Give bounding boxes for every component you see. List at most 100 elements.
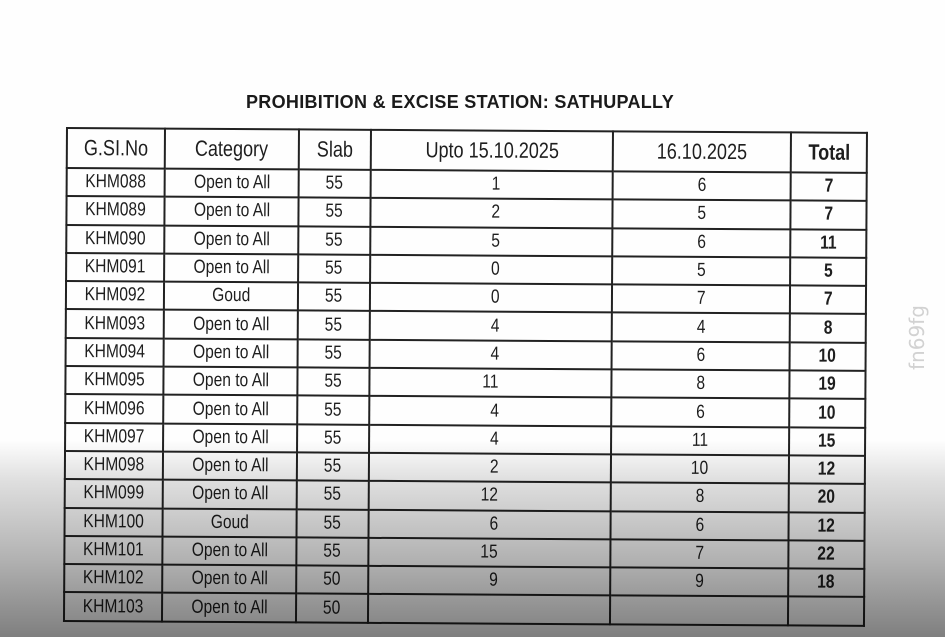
cell-text: Open to All bbox=[192, 398, 269, 420]
cell-text: Goud bbox=[210, 511, 249, 533]
cell-upto: 2 bbox=[370, 198, 613, 228]
cell-text: 55 bbox=[325, 201, 344, 223]
cell-text: Open to All bbox=[192, 256, 270, 279]
cell-total: 18 bbox=[788, 568, 865, 598]
cell-total: 12 bbox=[788, 455, 866, 485]
cell-gslno: KHM100 bbox=[64, 507, 163, 537]
cell-total: 19 bbox=[789, 370, 866, 400]
cell-text: KHM092 bbox=[84, 284, 146, 306]
cell-text: KHM097 bbox=[83, 425, 145, 448]
cell-text: 8 bbox=[696, 373, 705, 395]
cell-date: 6 bbox=[610, 510, 789, 541]
cell-text: 6 bbox=[697, 174, 707, 197]
cell-text: 10 bbox=[818, 402, 836, 424]
cell-upto: 6 bbox=[368, 509, 611, 540]
cell-date: 7 bbox=[610, 539, 789, 569]
cell-total: 15 bbox=[789, 427, 866, 456]
cell-gslno: KHM093 bbox=[65, 309, 164, 339]
cell-date: 4 bbox=[611, 312, 790, 343]
cell-slab: 55 bbox=[297, 282, 371, 312]
cell-slab: 55 bbox=[298, 226, 371, 255]
cell-text: 55 bbox=[325, 229, 344, 251]
cell-text: Open to All bbox=[191, 568, 268, 590]
cell-slab: 50 bbox=[295, 593, 369, 623]
cell-text: 5 bbox=[696, 259, 706, 281]
cell-upto: 15 bbox=[368, 537, 611, 568]
cell-text: 4 bbox=[490, 343, 500, 365]
cell-text: KHM095 bbox=[84, 369, 145, 391]
cell-date: 8 bbox=[611, 369, 790, 399]
cell-category: Open to All bbox=[162, 564, 297, 594]
cell-total: 5 bbox=[790, 257, 867, 287]
cell-text: KHM098 bbox=[83, 454, 145, 476]
cell-date: 8 bbox=[610, 482, 789, 512]
cell-text: 12 bbox=[480, 484, 498, 507]
cell-slab: 50 bbox=[296, 565, 369, 595]
cell-total: 10 bbox=[789, 342, 866, 371]
cell-text: Open to All bbox=[193, 228, 270, 250]
header-label: Upto 15.10.2025 bbox=[425, 137, 559, 164]
cell-text: 55 bbox=[325, 285, 343, 308]
cell-upto: 12 bbox=[368, 481, 611, 511]
cell-category: Goud bbox=[162, 508, 297, 538]
cell-text: 55 bbox=[324, 370, 343, 392]
header-row: G.SI.No Category Slab Upto 15.10.2025 16… bbox=[66, 128, 867, 173]
cell-gslno: KHM103 bbox=[63, 592, 163, 622]
cell-text: 7 bbox=[696, 288, 706, 310]
cell-text: 9 bbox=[694, 571, 704, 593]
cell-text: 6 bbox=[696, 344, 706, 366]
cell-date: 6 bbox=[612, 227, 791, 258]
table-body: KHM088 Open to All 55 1 6 7 KHM089 Open to All 5… bbox=[63, 168, 867, 626]
cell-date: 5 bbox=[612, 256, 791, 286]
cell-text: Open to All bbox=[191, 483, 268, 505]
cell-text: 4 bbox=[490, 428, 500, 450]
cell-text: 50 bbox=[323, 597, 341, 619]
cell-text: 5 bbox=[697, 203, 706, 225]
cell-total: 20 bbox=[788, 483, 865, 513]
cell-date: 7 bbox=[611, 284, 791, 314]
cell-text: KHM102 bbox=[82, 567, 144, 589]
cell-text: 55 bbox=[324, 342, 343, 364]
cell-date: 6 bbox=[611, 397, 790, 428]
cell-text: 5 bbox=[823, 260, 833, 282]
cell-text: 19 bbox=[818, 373, 837, 395]
cell-text: 6 bbox=[489, 513, 499, 535]
cell-text: 8 bbox=[823, 317, 833, 339]
cell-total: 10 bbox=[789, 398, 866, 428]
cell-slab: 55 bbox=[296, 480, 369, 510]
cell-text: Open to All bbox=[193, 200, 270, 222]
cell-upto: 11 bbox=[369, 367, 612, 398]
cell-category: Open to All bbox=[163, 366, 298, 396]
cell-text: 8 bbox=[695, 486, 705, 508]
cell-category: Open to All bbox=[164, 168, 299, 198]
cell-total: 12 bbox=[788, 511, 865, 541]
cell-date: 6 bbox=[611, 341, 790, 371]
cell-text: KHM093 bbox=[84, 312, 146, 335]
cell-text: 10 bbox=[691, 457, 709, 480]
cell-text: 20 bbox=[818, 487, 836, 509]
cell-text: 4 bbox=[696, 316, 706, 338]
cell-text: 2 bbox=[491, 202, 501, 224]
cell-slab: 55 bbox=[297, 395, 370, 425]
cell-text: Open to All bbox=[192, 369, 269, 392]
cell-category: Open to All bbox=[162, 451, 298, 481]
cell-total: 7 bbox=[790, 200, 867, 230]
header-date: 16.10.2025 bbox=[612, 131, 791, 173]
cell-text: KHM089 bbox=[85, 199, 146, 221]
cell-gslno: KHM090 bbox=[66, 224, 165, 254]
cell-text: 7 bbox=[694, 542, 704, 564]
cell-text: KHM094 bbox=[84, 341, 145, 363]
cell-text: 4 bbox=[491, 315, 500, 337]
cell-upto: 9 bbox=[368, 566, 611, 596]
cell-date: 10 bbox=[610, 454, 790, 484]
cell-text: 55 bbox=[324, 427, 342, 449]
cell-text: 55 bbox=[324, 399, 343, 421]
cell-total: 8 bbox=[789, 313, 866, 343]
cell-slab: 55 bbox=[297, 424, 370, 453]
cell-text: 7 bbox=[823, 288, 833, 311]
header-label: Total bbox=[807, 139, 850, 165]
cell-text: KHM101 bbox=[83, 539, 144, 561]
cell-text: 55 bbox=[324, 455, 342, 477]
cell-text: KHM100 bbox=[83, 510, 144, 533]
cell-gslno: KHM098 bbox=[64, 450, 164, 480]
